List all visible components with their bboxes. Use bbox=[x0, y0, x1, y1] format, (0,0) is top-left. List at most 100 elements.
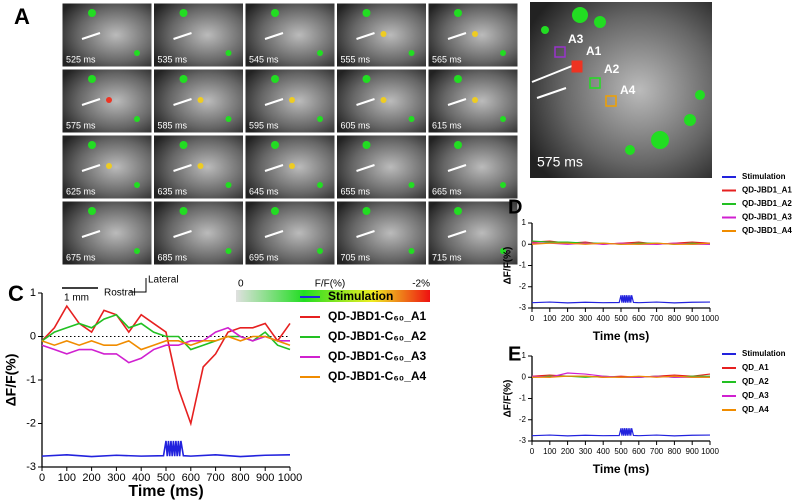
panel-label: E bbox=[508, 343, 521, 365]
arrow bbox=[173, 230, 192, 238]
frame-time: 625 ms bbox=[66, 186, 96, 196]
legend-label: QD_A1 bbox=[742, 363, 769, 372]
frame-time: 715 ms bbox=[432, 252, 462, 262]
frame-time: 535 ms bbox=[158, 54, 188, 64]
frame-time: 565 ms bbox=[432, 54, 462, 64]
activity bbox=[500, 248, 506, 254]
colorbar bbox=[236, 290, 430, 302]
arrow bbox=[173, 32, 192, 40]
activity bbox=[225, 50, 232, 56]
activity bbox=[179, 75, 188, 83]
x-tick-label: 500 bbox=[157, 472, 175, 484]
activity bbox=[179, 9, 188, 17]
frame-time: 615 ms bbox=[432, 120, 462, 130]
frame-time: 585 ms bbox=[158, 120, 188, 130]
x-tick-label: 200 bbox=[561, 447, 575, 456]
frame-time: 705 ms bbox=[341, 252, 371, 262]
frame-time: 685 ms bbox=[158, 252, 188, 262]
x-tick-label: 900 bbox=[686, 447, 700, 456]
activity bbox=[408, 248, 415, 254]
legend-label: QD_A2 bbox=[742, 377, 769, 386]
frame-image bbox=[427, 134, 519, 200]
arrow bbox=[447, 230, 467, 238]
activity bbox=[179, 141, 188, 149]
arrow bbox=[447, 32, 467, 40]
activity bbox=[472, 31, 478, 37]
legend-label: QD-JBD1-C₆₀_A2 bbox=[328, 329, 427, 343]
arrow bbox=[81, 164, 101, 172]
activity bbox=[362, 75, 371, 83]
panel-label: A bbox=[14, 4, 30, 29]
arrow bbox=[264, 164, 284, 172]
arrow bbox=[447, 98, 467, 106]
x-tick-label: 100 bbox=[58, 472, 76, 484]
x-tick-label: 300 bbox=[107, 472, 125, 484]
frame-time: 695 ms bbox=[249, 252, 279, 262]
x-tick-label: 100 bbox=[543, 447, 557, 456]
series-line bbox=[532, 242, 710, 245]
y-axis-label: ΔF/F(%) bbox=[3, 354, 19, 407]
activity bbox=[134, 116, 140, 122]
y-tick-label: 0 bbox=[522, 372, 527, 381]
activity bbox=[289, 163, 295, 169]
legend-label: QD-JBD1-C₆₀_A4 bbox=[328, 369, 427, 383]
legend-label: Stimulation bbox=[742, 172, 786, 181]
y-axis-label: ΔF/F(%) bbox=[503, 247, 514, 285]
x-tick-label: 600 bbox=[632, 314, 646, 323]
frame-image bbox=[336, 134, 427, 200]
arrow bbox=[356, 98, 375, 106]
activity bbox=[408, 50, 415, 56]
y-tick-label: 0 bbox=[30, 330, 36, 342]
activity bbox=[271, 141, 279, 149]
frame-time: 645 ms bbox=[249, 186, 279, 196]
activity bbox=[408, 116, 415, 122]
x-tick-label: 0 bbox=[530, 447, 535, 456]
y-tick-label: 1 bbox=[522, 218, 527, 227]
x-tick-label: 300 bbox=[579, 447, 593, 456]
frame-image bbox=[244, 200, 336, 266]
activity bbox=[362, 141, 371, 149]
activity bbox=[271, 9, 279, 17]
arrow bbox=[173, 164, 192, 172]
frame-image bbox=[153, 200, 244, 266]
activity bbox=[197, 97, 204, 103]
region-label: A4 bbox=[620, 83, 636, 97]
colorbar-max: -2% bbox=[412, 279, 430, 290]
arrow bbox=[173, 98, 192, 106]
x-tick-label: 400 bbox=[132, 472, 150, 484]
frame-time: 595 ms bbox=[249, 120, 279, 130]
frame-time: 605 ms bbox=[341, 120, 371, 130]
legend-label: QD-JBD1_A2 bbox=[742, 199, 792, 208]
panel-label: C bbox=[8, 281, 24, 306]
y-axis-label: ΔF/F(%) bbox=[503, 380, 514, 418]
frame-time: 635 ms bbox=[158, 186, 188, 196]
arrow bbox=[356, 230, 375, 238]
arrow bbox=[356, 32, 375, 40]
series-line bbox=[41, 326, 290, 364]
activity bbox=[106, 97, 112, 103]
activity bbox=[88, 141, 96, 149]
frame-time: 675 ms bbox=[66, 252, 96, 262]
x-tick-label: 600 bbox=[182, 472, 200, 484]
activity bbox=[289, 97, 295, 103]
activity bbox=[225, 248, 232, 254]
activity bbox=[454, 9, 462, 17]
arrow bbox=[264, 98, 284, 106]
activity bbox=[225, 182, 232, 188]
legend-label: Stimulation bbox=[742, 349, 786, 358]
x-tick-label: 800 bbox=[668, 314, 682, 323]
activity bbox=[500, 50, 506, 56]
activity bbox=[179, 207, 188, 215]
arrow bbox=[81, 230, 101, 238]
activity bbox=[134, 248, 140, 254]
arrow bbox=[81, 98, 101, 106]
y-tick-label: -1 bbox=[519, 261, 527, 270]
colorbar-min: 0 bbox=[238, 279, 244, 290]
x-tick-label: 1000 bbox=[701, 314, 719, 323]
x-tick-label: 1000 bbox=[278, 472, 302, 484]
x-axis-label: Time (ms) bbox=[128, 483, 203, 500]
activity bbox=[380, 31, 387, 37]
activity bbox=[106, 163, 112, 169]
legend-label: QD-JBD1_A1 bbox=[742, 186, 792, 195]
panel-label: D bbox=[508, 196, 522, 218]
